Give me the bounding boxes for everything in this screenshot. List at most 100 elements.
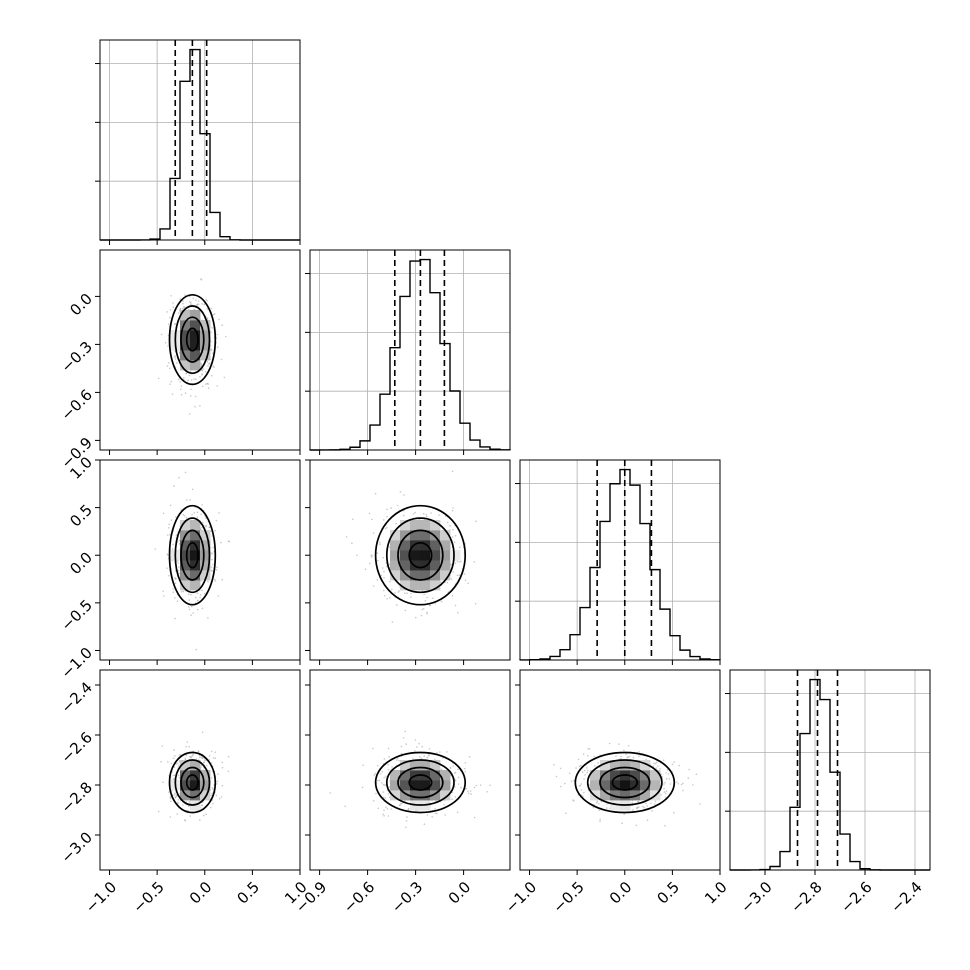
scatter-point xyxy=(424,599,427,602)
scatter-point xyxy=(436,812,438,815)
contour-line xyxy=(168,751,217,814)
scatter-point xyxy=(660,794,662,796)
histogram-step xyxy=(309,258,511,451)
scatter-point xyxy=(372,585,375,587)
density-cell xyxy=(420,560,431,571)
scatter-point xyxy=(183,376,185,379)
scatter-point xyxy=(405,743,407,745)
scatter-point xyxy=(473,816,476,819)
density-cell xyxy=(180,340,191,351)
scatter-point xyxy=(214,580,216,582)
scatter-point xyxy=(227,770,230,773)
scatter-point xyxy=(200,756,202,758)
scatter-point xyxy=(169,797,172,800)
scatter-point xyxy=(407,808,410,811)
scatter-point xyxy=(458,574,461,576)
scatter-point xyxy=(182,513,185,516)
scatter-point xyxy=(456,574,459,577)
scatter-point xyxy=(423,823,426,825)
scatter-point xyxy=(431,816,434,818)
scatter-point xyxy=(196,511,199,514)
scatter-point xyxy=(651,810,653,812)
scatter-point xyxy=(166,365,169,367)
scatter-point xyxy=(215,519,218,522)
density-cell xyxy=(200,550,211,561)
scatter-point xyxy=(452,571,455,573)
scatter-point xyxy=(379,543,381,546)
scatter-point xyxy=(436,752,438,754)
scatter-point xyxy=(200,279,203,281)
joint-panel-3-1: −0.9 −0.6 −0.3 0.0 xyxy=(292,669,511,917)
scatter-point xyxy=(196,592,199,595)
scatter-point xyxy=(210,349,213,352)
scatter-point xyxy=(199,819,201,821)
scatter-point xyxy=(583,791,585,794)
scatter-point xyxy=(211,570,213,572)
density-cell xyxy=(410,790,421,801)
scatter-point xyxy=(195,596,197,599)
scatter-point xyxy=(387,747,390,750)
scatter-point xyxy=(221,578,223,581)
density-cell xyxy=(640,790,651,801)
scatter-point xyxy=(364,568,367,570)
scatter-point xyxy=(179,298,181,301)
scatter-point xyxy=(410,596,412,598)
scatter-point xyxy=(382,589,385,592)
x-tick-label: −2.6 xyxy=(837,878,875,916)
density-cell xyxy=(610,800,621,811)
density-cell xyxy=(200,770,211,781)
scatter-point xyxy=(380,773,382,775)
joint-panel-3-0: −3.0−2.8−2.6−2.4−1.0 −0.5 0.0 0.5 1.0 xyxy=(58,669,311,917)
scatter-point xyxy=(560,785,562,788)
scatter-point xyxy=(457,776,460,779)
scatter-point xyxy=(451,509,454,512)
contour-line xyxy=(174,517,211,594)
scatter-point xyxy=(680,783,683,786)
scatter-point xyxy=(180,388,182,391)
panel-frame xyxy=(309,669,511,871)
scatter-point xyxy=(449,766,452,769)
scatter-point xyxy=(190,388,192,391)
scatter-point xyxy=(464,770,467,773)
contour-line xyxy=(408,541,433,569)
scatter-point xyxy=(422,512,425,515)
joint-panel-3-2: −1.0 −0.5 0.0 0.5 1.0 xyxy=(502,669,731,917)
density-cell xyxy=(440,560,451,571)
scatter-point xyxy=(164,342,167,344)
density-cell xyxy=(180,320,191,331)
density-cell xyxy=(390,530,401,541)
scatter-point xyxy=(374,772,377,775)
scatter-point xyxy=(175,516,177,518)
scatter-point xyxy=(205,524,207,527)
density-cell xyxy=(200,530,211,541)
scatter-point xyxy=(415,616,417,619)
x-tick-label: −0.3 xyxy=(388,878,426,916)
scatter-point xyxy=(197,300,200,302)
scatter-point xyxy=(169,533,171,536)
scatter-point xyxy=(677,783,680,785)
scatter-point xyxy=(178,539,181,542)
scatter-point xyxy=(489,784,491,787)
scatter-point xyxy=(173,485,175,487)
scatter-point xyxy=(555,775,558,778)
contour-line xyxy=(168,504,217,606)
scatter-point xyxy=(216,566,218,569)
scatter-point xyxy=(174,796,177,799)
density-cell xyxy=(190,340,201,351)
scatter-point xyxy=(699,803,701,805)
scatter-point xyxy=(389,597,391,599)
scatter-point xyxy=(178,753,181,756)
scatter-point xyxy=(174,792,176,794)
scatter-point xyxy=(173,356,176,358)
scatter-point xyxy=(206,382,209,385)
scatter-point xyxy=(386,508,388,511)
scatter-point xyxy=(464,543,467,545)
scatter-point xyxy=(169,316,171,319)
scatter-point xyxy=(212,757,215,759)
scatter-point xyxy=(426,611,428,614)
scatter-point xyxy=(178,312,180,314)
scatter-point xyxy=(180,393,183,396)
scatter-point xyxy=(382,813,384,816)
scatter-point xyxy=(182,590,185,593)
y-tick-label: −0.3 xyxy=(58,338,96,376)
